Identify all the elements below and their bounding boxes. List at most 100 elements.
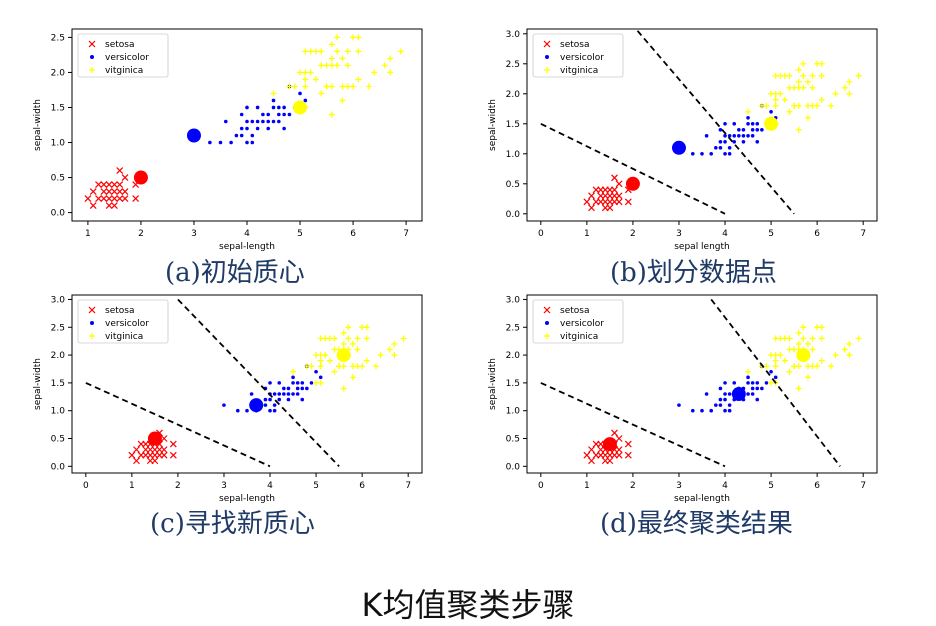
vitginica-point: [804, 114, 811, 121]
versicolor-point: [746, 392, 750, 396]
page-title: K均值聚类步骤: [361, 586, 575, 624]
versicolor-point: [769, 369, 773, 374]
x-tick-label: 5: [297, 229, 303, 239]
versicolor-point: [291, 381, 295, 385]
panel-caption: (a)初始质心: [165, 258, 305, 288]
versicolor-point: [271, 105, 276, 110]
y-tick-label: 3.0: [51, 295, 66, 305]
legend-marker: [545, 321, 549, 325]
versicolor-point: [309, 381, 314, 385]
vitginica-point: [354, 335, 361, 342]
vitginica-point: [291, 83, 298, 90]
setosa-point: [588, 204, 595, 212]
versicolor-point: [746, 134, 750, 138]
legend-label: versicolor: [105, 53, 149, 63]
versicolor-point: [303, 98, 308, 103]
setosa-point: [116, 167, 124, 174]
versicolor-point: [286, 386, 291, 391]
vitginica-point: [349, 374, 356, 381]
setosa-point: [588, 446, 595, 454]
setosa-point: [615, 451, 623, 459]
versicolor-point: [723, 140, 727, 144]
versicolor-point: [286, 392, 291, 396]
vitginica-point: [340, 385, 347, 392]
vitginica-point: [317, 357, 324, 364]
versicolor-point: [746, 122, 750, 126]
legend-label: vitginica: [105, 332, 143, 342]
legend-label: setosa: [105, 40, 134, 50]
versicolor-point: [266, 119, 271, 124]
legend-marker: [89, 67, 95, 73]
versicolor-point: [741, 134, 746, 138]
legend-marker: [90, 55, 94, 59]
x-tick-label: 7: [860, 229, 866, 239]
legend-marker: [88, 306, 96, 314]
versicolor-point: [298, 91, 302, 96]
setosa-point: [156, 446, 163, 454]
versicolor-point: [250, 133, 255, 138]
setosa-point: [121, 195, 129, 203]
versicolor-point: [277, 392, 282, 396]
centroid-setosa: [147, 431, 162, 446]
vitginica-point: [855, 72, 862, 79]
setosa-point: [110, 195, 118, 203]
x-tick-label: 2: [630, 229, 636, 239]
versicolor-point: [272, 403, 277, 407]
legend-marker: [89, 333, 95, 339]
x-axis-label: sepal-length: [219, 242, 275, 252]
plot-area: [540, 298, 862, 468]
vitginica-point: [363, 324, 370, 331]
versicolor-point: [723, 408, 727, 413]
vitginica-point: [391, 352, 398, 359]
x-axis-label: sepal-length: [674, 494, 730, 504]
legend-marker: [88, 40, 96, 48]
vitginica-point: [786, 108, 793, 115]
decision-boundary: [710, 298, 841, 467]
setosa-point: [110, 188, 118, 195]
versicolor-point: [218, 140, 223, 145]
legend-label: setosa: [105, 306, 134, 316]
x-tick-label: 2: [630, 481, 636, 491]
y-tick-label: 0.5: [506, 180, 520, 190]
vitginica-point: [340, 329, 347, 336]
versicolor-point: [704, 392, 709, 396]
versicolor-point: [286, 397, 291, 402]
x-tick-label: 4: [244, 229, 250, 239]
x-tick-label: 7: [405, 481, 411, 491]
versicolor-point: [277, 397, 282, 402]
versicolor-point: [690, 152, 695, 156]
versicolor-point: [737, 134, 741, 138]
setosa-point: [588, 457, 595, 465]
vitginica-point: [334, 48, 341, 55]
setosa-point: [132, 195, 140, 203]
versicolor-point: [282, 112, 286, 117]
panel-caption: (b)划分数据点: [610, 258, 777, 288]
y-tick-label: 1.0: [51, 139, 66, 149]
setosa-point: [592, 440, 600, 448]
x-tick-label: 3: [676, 481, 682, 491]
vitginica-point: [855, 335, 862, 342]
versicolor-point: [690, 408, 695, 413]
setosa-point: [606, 204, 614, 212]
y-tick-label: 0.0: [506, 210, 521, 220]
versicolor-point: [746, 381, 750, 385]
vitginica-point: [795, 385, 802, 392]
centroid-versicolor: [731, 387, 746, 402]
versicolor-point: [277, 105, 281, 110]
vitginica-point: [372, 363, 379, 370]
versicolor-point: [732, 140, 737, 144]
vitginica-point: [302, 48, 309, 55]
decision-boundary: [636, 30, 795, 215]
versicolor-point: [709, 152, 714, 156]
x-tick-label: 7: [403, 229, 409, 239]
vitginica-point: [800, 72, 807, 79]
x-tick-label: 6: [359, 481, 365, 491]
versicolor-point: [263, 397, 268, 402]
legend-label: vitginica: [105, 66, 143, 76]
vitginica-point: [328, 41, 335, 48]
centroid-versicolor: [671, 140, 686, 155]
vitginica-point: [772, 357, 779, 364]
versicolor-point: [746, 116, 750, 120]
vitginica-point: [354, 363, 361, 370]
versicolor-point: [773, 375, 778, 380]
